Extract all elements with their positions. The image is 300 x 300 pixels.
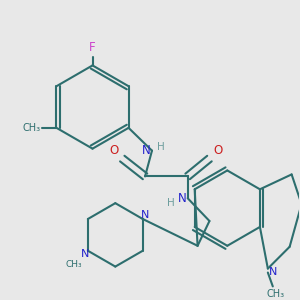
Text: N: N (81, 249, 89, 259)
Text: N: N (178, 192, 187, 205)
Text: N: N (142, 144, 150, 157)
Text: F: F (89, 41, 96, 54)
Text: N: N (141, 210, 149, 220)
Text: CH₃: CH₃ (22, 123, 41, 133)
Text: CH₃: CH₃ (66, 260, 82, 269)
Text: H: H (157, 142, 165, 152)
Text: O: O (110, 144, 119, 157)
Text: O: O (214, 144, 223, 157)
Text: N: N (268, 266, 277, 277)
Text: CH₃: CH₃ (267, 289, 285, 299)
Text: H: H (167, 198, 175, 208)
